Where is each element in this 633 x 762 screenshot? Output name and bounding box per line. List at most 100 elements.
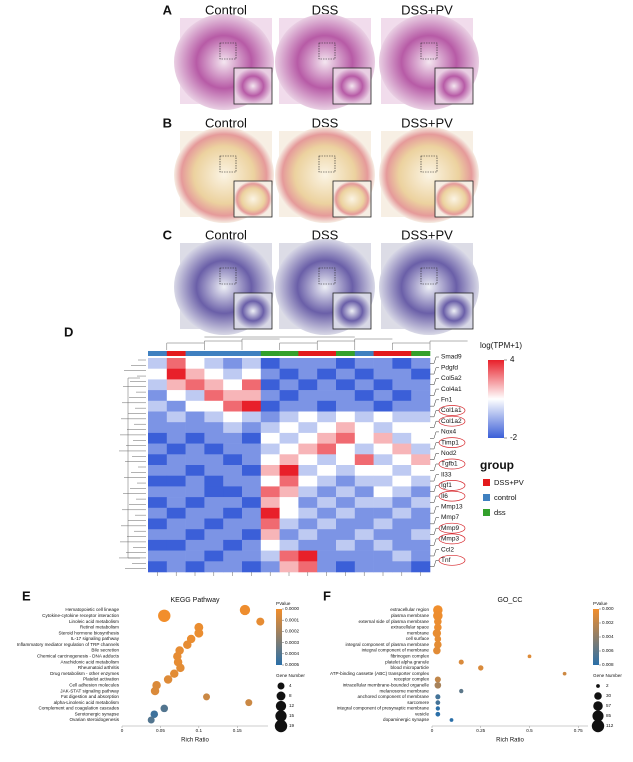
heat-cell [317, 390, 337, 402]
heat-cell [373, 390, 393, 402]
heat-cell [336, 390, 356, 402]
heat-cell [373, 550, 393, 562]
heat-cell [204, 443, 224, 455]
heat-cell [336, 422, 356, 434]
heat-cell [411, 561, 431, 573]
chart-title: GO_CC [498, 597, 523, 604]
heat-cell [204, 454, 224, 466]
heat-cell [204, 358, 224, 369]
heat-cell [354, 379, 374, 391]
legend-label: 112 [606, 723, 614, 728]
dot [150, 710, 159, 718]
column-title: Control [205, 227, 247, 242]
scale-label: 0.0002 [285, 629, 299, 634]
heat-cell [166, 507, 186, 519]
heat-cell [260, 358, 280, 369]
group-bar [279, 351, 299, 356]
gene-connector [430, 506, 439, 514]
legend-label: control [494, 493, 517, 502]
heat-cell [279, 561, 299, 573]
heat-cell [317, 486, 337, 498]
heat-cell [298, 465, 318, 476]
gene-connector [430, 388, 439, 396]
heat-cell [373, 507, 393, 519]
x-axis-label: Rich Ratio [496, 738, 524, 744]
column-title: DSS+PV [401, 227, 453, 242]
heat-cell [373, 443, 393, 455]
column-title: DSS [312, 115, 339, 130]
heat-cell [242, 358, 262, 369]
x-tick-label: 0.1 [196, 728, 203, 733]
gene-connector [430, 463, 439, 471]
heat-cell [166, 561, 186, 573]
heat-cell [336, 411, 356, 423]
legend-swatch [483, 494, 490, 501]
heat-cell [166, 475, 186, 487]
heat-cell [279, 465, 299, 476]
heat-cell [204, 475, 224, 487]
gene-connector [430, 399, 439, 407]
heat-cell [298, 486, 318, 498]
heat-cell [373, 561, 393, 573]
dot [434, 617, 442, 626]
y-tick-label: vesicle [415, 711, 429, 716]
size-key [592, 710, 604, 722]
group-bar [392, 351, 412, 356]
color-scale [276, 609, 282, 665]
heat-cell [185, 561, 205, 573]
gene-connector [430, 538, 439, 546]
heat-cell [260, 518, 280, 530]
gene-highlight [438, 522, 466, 534]
legend-label: 15 [289, 713, 295, 718]
heat-cell [242, 368, 262, 380]
heat-cell [317, 411, 337, 423]
heat-cell [260, 507, 280, 519]
gene-label: Il6 [441, 493, 448, 500]
heat-cell [373, 475, 393, 487]
y-tick-label: fibrinogen complex [390, 654, 429, 659]
heat-cell [298, 432, 318, 444]
inset [233, 67, 273, 105]
heat-cell [166, 358, 186, 369]
legend-label: dss [494, 508, 506, 517]
heat-cell [411, 379, 431, 391]
y-tick-label: Linoleic acid metabolism [69, 619, 119, 624]
legend-label: 12 [289, 703, 295, 708]
heat-cell [148, 465, 168, 476]
y-tick-label: intracellular membrane-bounded organelle [343, 682, 430, 687]
gene-label: Smad9 [441, 354, 462, 361]
size-key [275, 710, 287, 722]
heat-cell [166, 497, 186, 509]
heat-cell [223, 400, 243, 412]
heat-cell [166, 422, 186, 434]
y-tick-label: Bile secretion [91, 648, 119, 653]
heat-cell [185, 358, 205, 369]
heat-cell [223, 432, 243, 444]
heat-cell [185, 454, 205, 466]
heat-cell [185, 390, 205, 402]
dot [194, 628, 204, 638]
heat-cell [336, 465, 356, 476]
heat-cell [242, 475, 262, 487]
heat-cell [242, 422, 262, 434]
gene-label: Igf1 [441, 482, 452, 489]
dot [245, 699, 253, 707]
inset [434, 180, 474, 218]
heat-cell [204, 518, 224, 530]
heat-cell [354, 550, 374, 562]
group-bar [317, 351, 337, 356]
gene-connector [430, 485, 439, 492]
y-tick-label: integral component of plasma membrane [346, 642, 430, 647]
heat-cell [166, 550, 186, 562]
heat-cell [148, 390, 168, 402]
size-key [274, 719, 288, 733]
heat-cell [411, 422, 431, 434]
heat-cell [148, 400, 168, 412]
heat-cell [336, 443, 356, 455]
dot [203, 693, 211, 701]
heat-cell [392, 507, 412, 519]
heat-cell [279, 368, 299, 380]
heat-cell [260, 379, 280, 391]
heat-cell [411, 486, 431, 498]
inset [434, 292, 474, 330]
